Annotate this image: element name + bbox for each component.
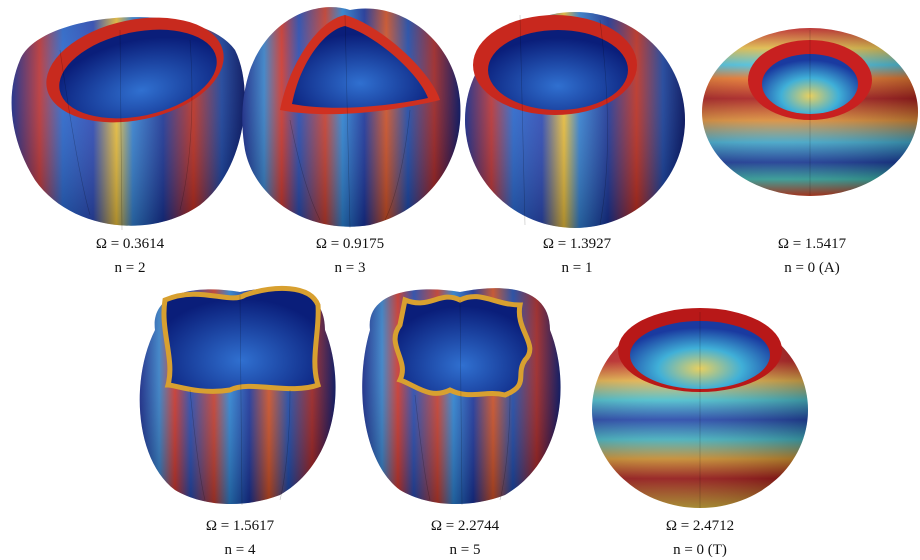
omega-label: Ω = 0.3614 [96, 236, 165, 252]
mode-number: n = 1 [562, 260, 593, 276]
mode-number: n = 4 [225, 542, 256, 558]
mode-number: n = 0 (A) [784, 260, 840, 276]
mode-shape [465, 12, 685, 228]
mode-shape [702, 28, 918, 196]
figure: Ω = 0.3614 n = 2 Ω = 0.9175 n = 3 Ω = 1.… [0, 0, 920, 560]
mode-number: n = 3 [335, 260, 366, 276]
mode-shape [592, 308, 808, 508]
mode-shape [362, 288, 560, 505]
mode-number: n = 0 (T) [673, 542, 727, 558]
mode-number: n = 5 [450, 542, 481, 558]
mode-shape [242, 7, 460, 228]
omega-label: Ω = 2.4712 [666, 518, 734, 534]
omega-label: Ω = 1.3927 [543, 236, 612, 252]
mode-shape [12, 2, 245, 230]
omega-label: Ω = 1.5417 [778, 236, 847, 252]
omega-label: Ω = 2.2744 [431, 518, 500, 534]
mode-number: n = 2 [115, 260, 146, 276]
omega-label: Ω = 0.9175 [316, 236, 384, 252]
omega-label: Ω = 1.5617 [206, 518, 275, 534]
mode-shape [140, 288, 336, 505]
